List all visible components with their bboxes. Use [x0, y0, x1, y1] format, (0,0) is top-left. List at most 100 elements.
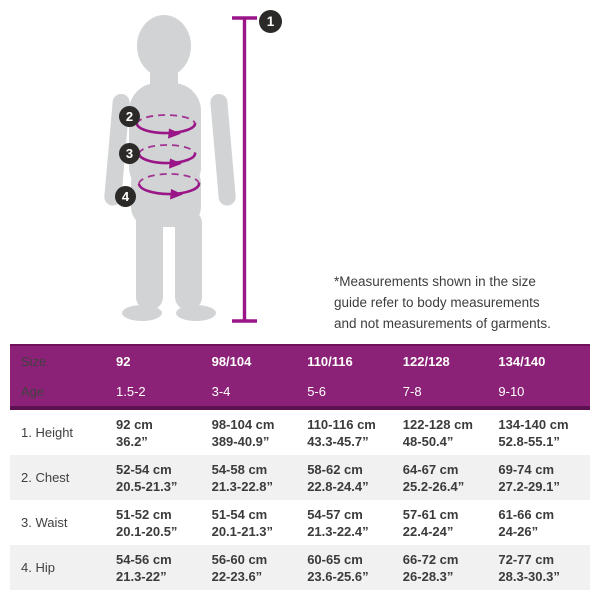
value-in: 52.8-55.1” [498, 433, 560, 449]
value-in: 389-40.9” [211, 433, 270, 449]
note-line-2: guide refer to body measurements [334, 295, 540, 310]
note-line-3: and not measurements of garments. [334, 316, 551, 331]
measure-cell: 51-54 cm 20.1-21.3” [208, 506, 304, 540]
row-label: 4. Hip [21, 560, 55, 575]
measure-cell: 61-66 cm 24-26” [494, 506, 590, 540]
value-in: 43.3-45.7” [307, 433, 369, 449]
table-row-hip: 4. Hip 54-56 cm 21.3-22” 56-60 cm 22-23.… [10, 545, 590, 590]
marker-4-hip-badge: 4 [115, 186, 136, 207]
value-cm: 54-57 cm [307, 506, 363, 522]
row-label: 1. Height [21, 425, 74, 440]
value-cm: 51-52 cm [116, 506, 172, 522]
value-cm: 134-140 cm [498, 416, 569, 432]
value-in: 27.2-29.1” [498, 478, 560, 494]
value-in: 21.3-22.4” [307, 523, 369, 539]
value-cm: 61-66 cm [498, 506, 555, 522]
measure-cell: 52-54 cm 20.5-21.3” [112, 461, 208, 495]
table-header: Size 92 98/104 110/116 122/128 134/140 A… [10, 344, 590, 406]
value-cm: 64-67 cm [402, 461, 459, 477]
size-col-5: 134/140 [498, 353, 546, 369]
size-row-label: Size [21, 353, 47, 369]
value-cm: 98-104 cm [211, 416, 275, 432]
measure-cell: 92 cm 36.2” [112, 416, 208, 450]
value-cm: 72-77 cm [498, 551, 555, 567]
hip-measure-band [137, 173, 201, 200]
size-col-1: 92 [116, 353, 131, 369]
value-in: 24-26” [498, 523, 539, 539]
value-in: 25.2-26.4” [402, 478, 465, 494]
value-cm: 69-74 cm [498, 461, 555, 477]
height-dimension-line [232, 16, 257, 323]
value-in: 20.1-21.3” [211, 523, 274, 539]
value-cm: 92 cm [116, 416, 153, 432]
measure-cell: 110-116 cm 43.3-45.7” [303, 416, 399, 450]
chest-arrow-icon [168, 128, 181, 139]
size-table: Size 92 98/104 110/116 122/128 134/140 A… [10, 344, 590, 590]
measure-cell: 54-57 cm 21.3-22.4” [303, 506, 399, 540]
age-col-1: 1.5-2 [116, 383, 146, 399]
measure-cell: 57-61 cm 22.4-24” [399, 506, 495, 540]
value-cm: 58-62 cm [307, 461, 363, 477]
header-bottom-strip [10, 406, 590, 410]
measure-cell: 122-128 cm 48-50.4” [399, 416, 495, 450]
value-cm: 122-128 cm [402, 416, 473, 432]
size-col-4: 122/128 [402, 353, 450, 369]
value-in: 26-28.3” [402, 568, 454, 584]
value-cm: 52-54 cm [116, 461, 172, 477]
value-in: 21.3-22” [116, 568, 167, 584]
row-label: 2. Chest [21, 470, 70, 485]
table-row-chest: 2. Chest 52-54 cm 20.5-21.3” 54-58 cm 21… [10, 455, 590, 500]
age-col-5: 9-10 [498, 383, 525, 399]
table-row-height: 1. Height 92 cm 36.2” 98-104 cm 389-40.9… [10, 410, 590, 455]
measure-cell: 56-60 cm 22-23.6” [208, 551, 304, 585]
value-cm: 57-61 cm [402, 506, 459, 522]
measure-cell: 69-74 cm 27.2-29.1” [494, 461, 590, 495]
waist-arrow-icon [169, 158, 182, 169]
size-col-3: 110/116 [307, 353, 353, 369]
measure-cell: 54-58 cm 21.3-22.8” [208, 461, 304, 495]
measure-cell: 54-56 cm 21.3-22” [112, 551, 208, 585]
row-label: 3. Waist [21, 515, 68, 530]
value-in: 22-23.6” [211, 568, 263, 584]
value-in: 20.1-20.5” [116, 523, 178, 539]
chest-measure-band [135, 114, 197, 139]
age-row-label: Age [21, 383, 45, 399]
value-in: 23.6-25.6” [307, 568, 369, 584]
measure-cell: 60-65 cm 23.6-25.6” [303, 551, 399, 585]
age-col-2: 3-4 [211, 383, 231, 399]
marker-3-waist-badge: 3 [119, 143, 140, 164]
value-cm: 51-54 cm [211, 506, 268, 522]
measure-cell: 66-72 cm 26-28.3” [399, 551, 495, 585]
marker-2-chest-badge: 2 [119, 106, 140, 127]
value-cm: 54-56 cm [116, 551, 172, 567]
value-cm: 60-65 cm [307, 551, 363, 567]
value-cm: 110-116 cm [307, 416, 376, 432]
value-in: 22.4-24” [402, 523, 454, 539]
size-col-2: 98/104 [211, 353, 252, 369]
value-in: 21.3-22.8” [211, 478, 274, 494]
table-row-waist: 3. Waist 51-52 cm 20.1-20.5” 51-54 cm 20… [10, 500, 590, 545]
value-cm: 54-58 cm [211, 461, 268, 477]
marker-1-height-badge: 1 [259, 10, 282, 33]
hip-arrow-icon [170, 189, 183, 200]
value-in: 22.8-24.4” [307, 478, 369, 494]
waist-measure-band [137, 144, 197, 169]
note-line-1: *Measurements shown in the size [334, 274, 536, 289]
measure-cell: 72-77 cm 28.3-30.3” [494, 551, 590, 585]
size-figure [104, 15, 257, 323]
size-row: Size 92 98/104 110/116 122/128 134/140 [10, 346, 590, 376]
value-in: 28.3-30.3” [498, 568, 560, 584]
measure-cell: 134-140 cm 52.8-55.1” [494, 416, 590, 450]
measure-cell: 51-52 cm 20.1-20.5” [112, 506, 208, 540]
measurement-note: *Measurements shown in the size guide re… [334, 271, 566, 334]
value-cm: 56-60 cm [211, 551, 268, 567]
value-in: 20.5-21.3” [116, 478, 178, 494]
measure-cell: 64-67 cm 25.2-26.4” [399, 461, 495, 495]
age-col-4: 7-8 [402, 383, 422, 399]
age-row: Age 1.5-2 3-4 5-6 7-8 9-10 [10, 376, 590, 406]
value-in: 48-50.4” [402, 433, 454, 449]
value-in: 36.2” [116, 433, 148, 449]
measure-cell: 98-104 cm 389-40.9” [208, 416, 304, 450]
value-cm: 66-72 cm [402, 551, 459, 567]
